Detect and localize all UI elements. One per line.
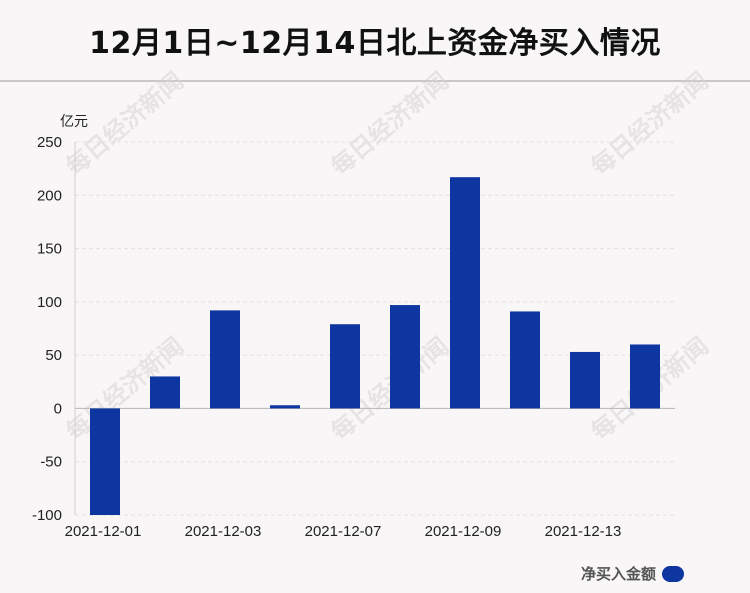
y-tick-label: 50 xyxy=(45,347,62,364)
bar xyxy=(210,310,240,409)
y-tick-label: 0 xyxy=(54,400,62,417)
y-tick-label: -100 xyxy=(32,507,62,524)
bar xyxy=(390,305,420,409)
bar xyxy=(150,376,180,409)
y-tick-label: 150 xyxy=(37,241,62,258)
y-tick-label: -50 xyxy=(40,454,62,471)
x-tick-label: 2021-12-03 xyxy=(185,523,262,540)
bar xyxy=(270,405,300,409)
bar xyxy=(450,177,480,409)
x-tick-label: 2021-12-07 xyxy=(305,523,382,540)
legend-swatch xyxy=(662,565,684,582)
y-tick-label: 200 xyxy=(37,187,62,204)
bar xyxy=(630,344,660,409)
watermark-text: 每日经济新闻 xyxy=(325,66,454,181)
watermark-text: 每日经济新闻 xyxy=(585,66,714,181)
x-tick-label: 2021-12-09 xyxy=(425,523,502,540)
y-tick-label: 250 xyxy=(37,134,62,151)
legend: 净买入金额 xyxy=(581,563,684,584)
legend-label: 净买入金额 xyxy=(580,565,656,583)
title-divider xyxy=(0,80,750,82)
bar xyxy=(570,351,600,409)
y-tick-label: 100 xyxy=(37,294,62,311)
y-unit-label: 亿元 xyxy=(60,114,88,130)
x-tick-label: 2021-12-13 xyxy=(545,523,622,540)
x-tick-label: 2021-12-01 xyxy=(65,523,142,540)
chart-title: 12月1日~12月14日北上资金净买入情况 xyxy=(89,26,661,61)
bar xyxy=(330,324,360,409)
bar xyxy=(90,408,120,515)
bar xyxy=(510,311,540,409)
